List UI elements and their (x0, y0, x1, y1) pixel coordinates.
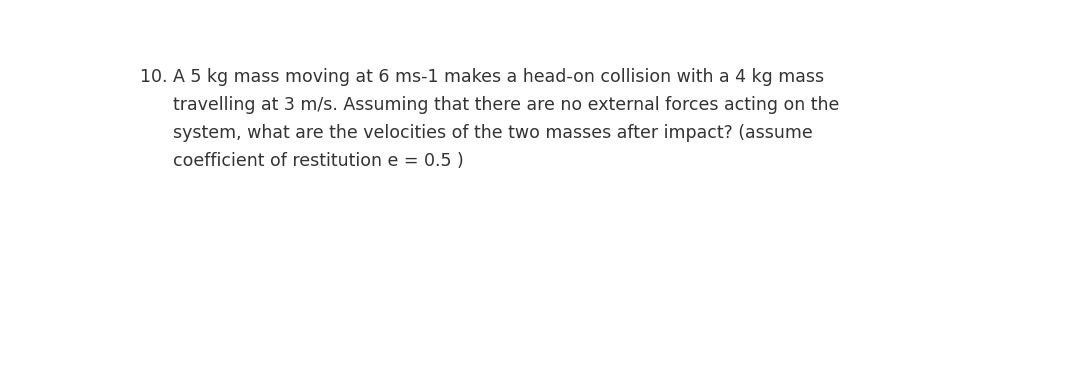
Text: travelling at 3 m/s. Assuming that there are no external forces acting on the: travelling at 3 m/s. Assuming that there… (140, 96, 839, 114)
Text: 10. A 5 kg mass moving at 6 ms-1 makes a head-on collision with a 4 kg mass: 10. A 5 kg mass moving at 6 ms-1 makes a… (140, 68, 824, 86)
Text: coefficient of restitution e = 0.5 ): coefficient of restitution e = 0.5 ) (140, 152, 464, 170)
Text: system, what are the velocities of the two masses after impact? (assume: system, what are the velocities of the t… (140, 124, 813, 142)
